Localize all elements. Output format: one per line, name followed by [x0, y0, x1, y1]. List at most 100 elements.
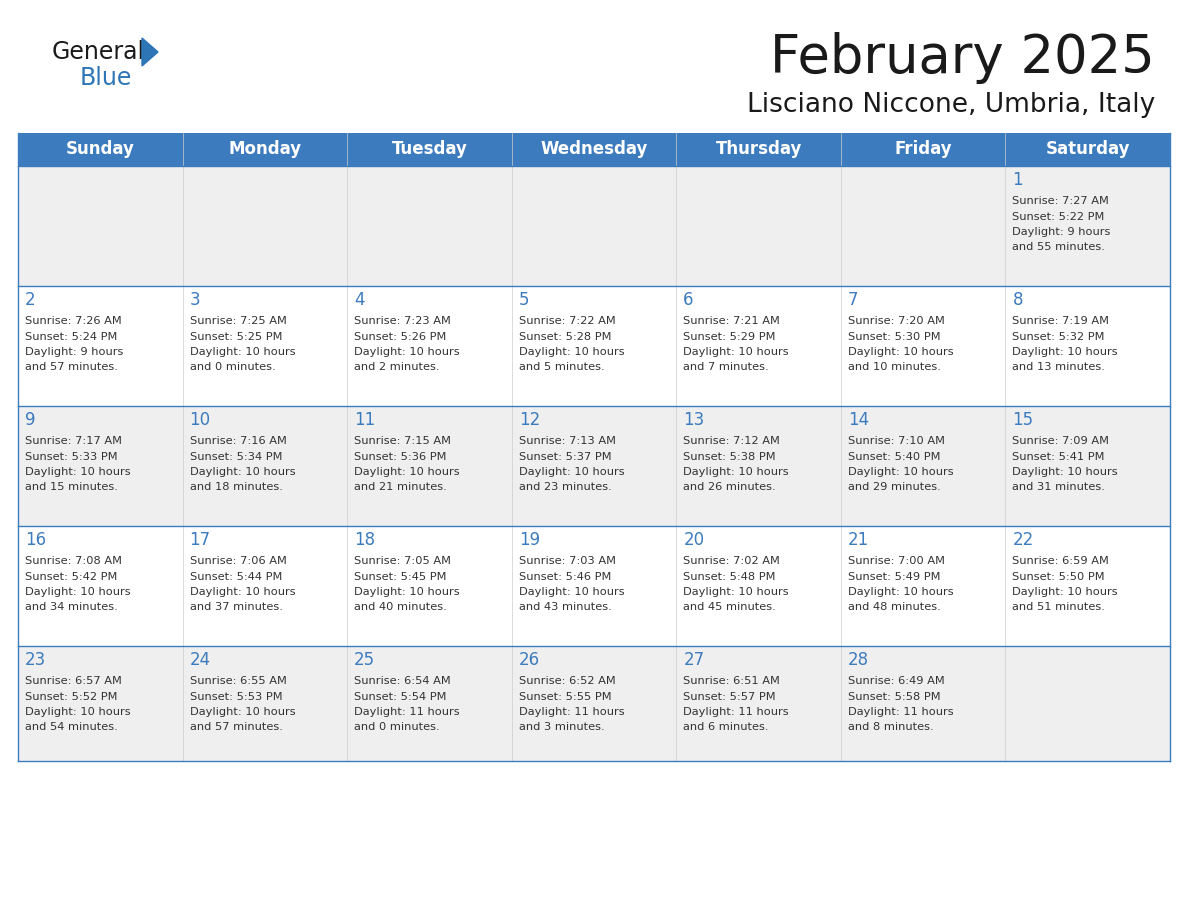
- Text: 19: 19: [519, 531, 539, 549]
- Text: and 29 minutes.: and 29 minutes.: [848, 483, 941, 492]
- Text: Sunset: 5:40 PM: Sunset: 5:40 PM: [848, 452, 941, 462]
- Text: Sunset: 5:33 PM: Sunset: 5:33 PM: [25, 452, 118, 462]
- Text: Daylight: 10 hours: Daylight: 10 hours: [354, 467, 460, 477]
- Text: Friday: Friday: [895, 140, 952, 159]
- Text: and 57 minutes.: and 57 minutes.: [190, 722, 283, 733]
- Text: Blue: Blue: [80, 66, 132, 90]
- Text: Daylight: 10 hours: Daylight: 10 hours: [519, 467, 625, 477]
- Text: Sunrise: 7:13 AM: Sunrise: 7:13 AM: [519, 436, 615, 446]
- Text: Daylight: 10 hours: Daylight: 10 hours: [519, 587, 625, 597]
- Text: Sunset: 5:29 PM: Sunset: 5:29 PM: [683, 331, 776, 341]
- Text: Sunset: 5:26 PM: Sunset: 5:26 PM: [354, 331, 447, 341]
- Text: and 26 minutes.: and 26 minutes.: [683, 483, 776, 492]
- Text: and 6 minutes.: and 6 minutes.: [683, 722, 769, 733]
- Text: and 21 minutes.: and 21 minutes.: [354, 483, 447, 492]
- Text: Daylight: 10 hours: Daylight: 10 hours: [354, 347, 460, 357]
- Text: Sunset: 5:53 PM: Sunset: 5:53 PM: [190, 691, 283, 701]
- Text: Daylight: 10 hours: Daylight: 10 hours: [1012, 467, 1118, 477]
- Text: Daylight: 10 hours: Daylight: 10 hours: [683, 587, 789, 597]
- Text: and 0 minutes.: and 0 minutes.: [190, 363, 276, 373]
- Bar: [18, 526, 1170, 646]
- Text: Sunrise: 7:25 AM: Sunrise: 7:25 AM: [190, 316, 286, 326]
- Text: 20: 20: [683, 531, 704, 549]
- Text: Daylight: 10 hours: Daylight: 10 hours: [190, 587, 295, 597]
- Text: 18: 18: [354, 531, 375, 549]
- Text: Sunset: 5:42 PM: Sunset: 5:42 PM: [25, 572, 118, 581]
- Text: 25: 25: [354, 651, 375, 669]
- Text: Sunrise: 7:26 AM: Sunrise: 7:26 AM: [25, 316, 121, 326]
- Text: February 2025: February 2025: [770, 32, 1155, 84]
- Text: and 51 minutes.: and 51 minutes.: [1012, 602, 1105, 612]
- Text: Tuesday: Tuesday: [392, 140, 467, 159]
- Text: Sunset: 5:52 PM: Sunset: 5:52 PM: [25, 691, 118, 701]
- Text: Daylight: 11 hours: Daylight: 11 hours: [848, 707, 954, 717]
- Text: Sunset: 5:24 PM: Sunset: 5:24 PM: [25, 331, 118, 341]
- Text: Daylight: 10 hours: Daylight: 10 hours: [848, 467, 954, 477]
- Text: Daylight: 10 hours: Daylight: 10 hours: [1012, 587, 1118, 597]
- Text: Sunrise: 6:54 AM: Sunrise: 6:54 AM: [354, 676, 451, 686]
- Text: Daylight: 10 hours: Daylight: 10 hours: [519, 347, 625, 357]
- Text: Daylight: 9 hours: Daylight: 9 hours: [1012, 227, 1111, 237]
- Text: Sunset: 5:44 PM: Sunset: 5:44 PM: [190, 572, 282, 581]
- Text: Thursday: Thursday: [715, 140, 802, 159]
- Text: 10: 10: [190, 411, 210, 429]
- Bar: [18, 166, 1170, 286]
- Text: Daylight: 10 hours: Daylight: 10 hours: [25, 467, 131, 477]
- Text: Sunrise: 7:17 AM: Sunrise: 7:17 AM: [25, 436, 122, 446]
- Text: Daylight: 10 hours: Daylight: 10 hours: [25, 707, 131, 717]
- Text: General: General: [52, 40, 145, 64]
- Text: 2: 2: [25, 291, 36, 309]
- Text: Sunrise: 7:02 AM: Sunrise: 7:02 AM: [683, 556, 781, 566]
- Text: Sunset: 5:48 PM: Sunset: 5:48 PM: [683, 572, 776, 581]
- Text: 26: 26: [519, 651, 539, 669]
- Text: Daylight: 10 hours: Daylight: 10 hours: [848, 347, 954, 357]
- Bar: [18, 286, 1170, 406]
- Text: 7: 7: [848, 291, 859, 309]
- Text: Sunrise: 7:03 AM: Sunrise: 7:03 AM: [519, 556, 615, 566]
- Text: and 54 minutes.: and 54 minutes.: [25, 722, 118, 733]
- Text: 16: 16: [25, 531, 46, 549]
- Bar: [18, 646, 1170, 761]
- Text: and 43 minutes.: and 43 minutes.: [519, 602, 612, 612]
- Text: Sunset: 5:30 PM: Sunset: 5:30 PM: [848, 331, 941, 341]
- Text: 24: 24: [190, 651, 210, 669]
- Text: Sunset: 5:37 PM: Sunset: 5:37 PM: [519, 452, 612, 462]
- Text: Wednesday: Wednesday: [541, 140, 647, 159]
- Text: Sunrise: 6:52 AM: Sunrise: 6:52 AM: [519, 676, 615, 686]
- Text: Sunrise: 7:16 AM: Sunrise: 7:16 AM: [190, 436, 286, 446]
- Text: Sunrise: 7:10 AM: Sunrise: 7:10 AM: [848, 436, 944, 446]
- Text: Daylight: 10 hours: Daylight: 10 hours: [354, 587, 460, 597]
- Text: Daylight: 11 hours: Daylight: 11 hours: [354, 707, 460, 717]
- Text: and 7 minutes.: and 7 minutes.: [683, 363, 769, 373]
- Text: 15: 15: [1012, 411, 1034, 429]
- Bar: [18, 133, 1170, 166]
- Text: Sunset: 5:38 PM: Sunset: 5:38 PM: [683, 452, 776, 462]
- Text: Sunset: 5:58 PM: Sunset: 5:58 PM: [848, 691, 941, 701]
- Text: 5: 5: [519, 291, 529, 309]
- Text: and 57 minutes.: and 57 minutes.: [25, 363, 118, 373]
- Text: 1: 1: [1012, 171, 1023, 189]
- Text: Sunrise: 7:05 AM: Sunrise: 7:05 AM: [354, 556, 451, 566]
- Text: Daylight: 10 hours: Daylight: 10 hours: [190, 467, 295, 477]
- Text: Sunrise: 6:51 AM: Sunrise: 6:51 AM: [683, 676, 781, 686]
- Text: and 8 minutes.: and 8 minutes.: [848, 722, 934, 733]
- Text: Sunrise: 7:19 AM: Sunrise: 7:19 AM: [1012, 316, 1110, 326]
- Text: Daylight: 10 hours: Daylight: 10 hours: [25, 587, 131, 597]
- Text: Sunset: 5:25 PM: Sunset: 5:25 PM: [190, 331, 282, 341]
- Text: Sunset: 5:32 PM: Sunset: 5:32 PM: [1012, 331, 1105, 341]
- Text: Sunset: 5:57 PM: Sunset: 5:57 PM: [683, 691, 776, 701]
- Text: and 2 minutes.: and 2 minutes.: [354, 363, 440, 373]
- Text: Sunrise: 7:21 AM: Sunrise: 7:21 AM: [683, 316, 781, 326]
- Text: Sunday: Sunday: [65, 140, 134, 159]
- Text: Daylight: 10 hours: Daylight: 10 hours: [848, 587, 954, 597]
- Text: 6: 6: [683, 291, 694, 309]
- Text: and 5 minutes.: and 5 minutes.: [519, 363, 605, 373]
- Text: Daylight: 10 hours: Daylight: 10 hours: [190, 707, 295, 717]
- Text: and 18 minutes.: and 18 minutes.: [190, 483, 283, 492]
- Text: 12: 12: [519, 411, 541, 429]
- Text: Sunrise: 6:49 AM: Sunrise: 6:49 AM: [848, 676, 944, 686]
- Text: 3: 3: [190, 291, 201, 309]
- Text: Sunset: 5:22 PM: Sunset: 5:22 PM: [1012, 211, 1105, 221]
- Text: Sunset: 5:46 PM: Sunset: 5:46 PM: [519, 572, 611, 581]
- Text: Sunrise: 7:20 AM: Sunrise: 7:20 AM: [848, 316, 944, 326]
